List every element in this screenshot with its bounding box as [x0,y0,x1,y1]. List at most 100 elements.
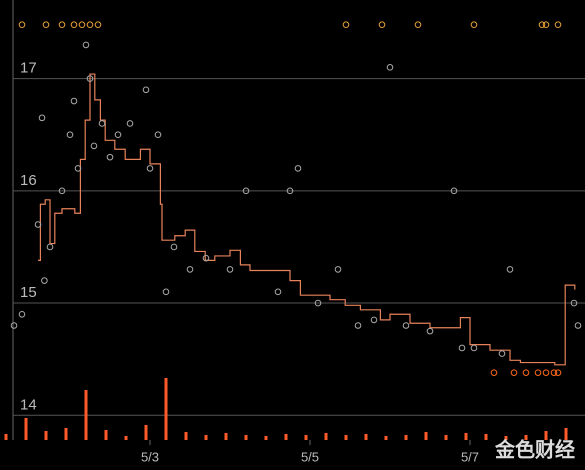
trade-point [46,243,54,251]
volume-bar [524,435,528,440]
trade-point [522,369,530,376]
trade-point [86,21,94,28]
y-tick-label: 17 [20,60,37,77]
trade-point [34,221,42,228]
trade-point [66,131,74,138]
volume-bar [324,433,328,440]
trade-point [294,165,302,172]
trade-point [274,288,282,296]
trade-point [286,187,294,195]
trade-point [554,369,562,376]
trade-point [334,266,342,273]
volume-bar [124,436,128,440]
trade-point [402,322,410,329]
trade-point [94,21,102,28]
trade-point [58,187,66,195]
volume-bar [444,435,448,440]
trade-point [554,21,562,28]
volume-bar [464,433,468,440]
volume-bar [544,431,548,440]
volume-bar [64,428,68,440]
x-tick-label: 5/3 [141,449,159,464]
trade-point [78,21,86,28]
trade-point [42,21,50,28]
volume-bar [384,436,388,440]
volume-bar [144,425,148,440]
trade-point [226,266,234,273]
trade-point [490,369,498,376]
trade-point [574,322,582,329]
trade-point [202,254,210,262]
trade-point [414,21,422,28]
volume-bar [164,378,168,440]
volume-bar [44,431,48,440]
trade-point [41,277,48,284]
trade-point [86,75,94,82]
trade-point [74,165,82,172]
trade-point [170,243,178,251]
volume-bar [4,434,8,440]
trade-point [314,299,322,307]
trade-point [370,316,378,324]
volume-bar [564,428,568,440]
trade-point [510,369,518,376]
trade-point [58,21,66,28]
trade-point [70,97,78,105]
volume-bar [364,434,368,440]
trade-point [538,21,546,28]
volume-bar [104,430,108,440]
trade-point [354,322,362,329]
trade-point [570,299,578,307]
trade-point [146,165,154,172]
trade-point [534,369,542,376]
y-tick-label: 14 [20,396,37,413]
trade-point [550,369,558,376]
trade-point [162,288,170,296]
trade-point [342,21,350,28]
volume-bar [424,432,428,440]
volume-bar [224,433,228,440]
volume-bar [484,434,488,440]
trade-point [154,131,162,138]
trade-point [18,21,26,28]
watermark: 金色财经 [494,437,575,461]
volume-bar [264,436,268,440]
volume-bar [84,390,88,440]
trade-point [242,187,250,195]
trade-point [126,120,134,127]
trade-point [506,266,514,273]
trade-point [542,21,550,28]
volume-bar [184,432,188,440]
trade-point [18,310,26,318]
volume-bar [404,435,408,440]
trade-point [470,21,478,28]
volume-bar [284,434,288,440]
trade-point [38,114,46,122]
trade-point [426,327,434,335]
trade-point [82,41,90,49]
volume-bar [504,436,508,440]
x-tick-label: 5/5 [301,449,319,464]
trade-point [114,131,122,138]
trade-point [142,86,150,94]
volume-bar [24,418,28,440]
trade-point [470,344,478,352]
trade-point [378,21,386,28]
trade-point [70,21,78,28]
trade-point [106,153,114,161]
volume-bar [244,435,248,440]
trade-point [386,64,394,71]
trade-point [90,142,98,150]
trade-point [10,322,18,329]
trade-point [542,369,550,376]
trade-point [450,187,458,195]
volume-bar [204,435,208,440]
trade-point [186,266,194,273]
volume-bar [304,435,308,440]
trade-point [458,344,466,352]
volume-bar [344,435,348,440]
trade-point [98,120,106,127]
